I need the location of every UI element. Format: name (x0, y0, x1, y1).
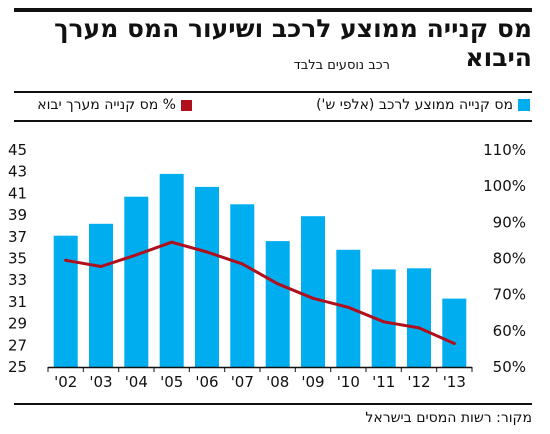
x-tick-label-9: '11 (372, 373, 395, 391)
line-point-8 (346, 305, 350, 309)
y-right-tick-5: 100% (483, 177, 526, 195)
x-tick-label-3: '05 (160, 373, 183, 391)
bar-7 (301, 216, 325, 367)
y-left-tick-0: 25 (8, 358, 27, 376)
bar-6 (265, 241, 290, 367)
bar-1 (89, 223, 113, 367)
source-note: מקור: רשות המסים בישראל (365, 410, 532, 426)
legend-bottom-rule (14, 120, 532, 122)
x-tick-label-1: '03 (89, 373, 112, 391)
y-left-tick-4: 33 (8, 271, 27, 289)
line-point-0 (64, 258, 68, 262)
y-left-tick-5: 35 (8, 250, 27, 268)
chart-subtitle: רכב נוסעים בלבד (293, 58, 390, 73)
x-tick-label-4: '06 (195, 373, 218, 391)
bar-2 (124, 196, 149, 367)
bar-5 (230, 204, 255, 368)
y-left-tick-1: 27 (8, 336, 27, 354)
y-right-tick-4: 90% (493, 213, 526, 231)
y-right-tick-0: 50% (493, 358, 526, 376)
y-right-tick-3: 80% (493, 250, 526, 268)
legend-bar-label: מס קנייה ממוצע לרכב (אלפי ש') (316, 97, 513, 113)
chart-title: מס קנייה ממוצע לרכב ושיעור המס מערך היבו… (54, 14, 532, 72)
legend-line-series: % מס קנייה מערך יבוא (37, 97, 192, 113)
line-point-11 (452, 342, 456, 345)
x-tick-label-0: '02 (54, 373, 77, 391)
legend-line-label: % מס קנייה מערך יבוא (37, 97, 176, 113)
y-left-tick-7: 39 (8, 206, 27, 224)
bar-0 (53, 235, 78, 367)
y-right-tick-1: 60% (493, 322, 526, 340)
y-left-tick-6: 37 (8, 228, 27, 246)
source-top-rule (14, 403, 532, 405)
line-point-4 (205, 250, 209, 254)
legend-line-swatch (181, 99, 192, 111)
legend-bar-swatch (518, 99, 530, 111)
y-left-tick-10: 45 (8, 141, 27, 159)
x-tick-label-8: '10 (337, 373, 360, 391)
x-tick-label-6: '08 (266, 373, 289, 391)
y-left-tick-9: 43 (8, 163, 27, 181)
y-left-tick-2: 29 (8, 315, 27, 333)
y-right-tick-6: 110% (483, 141, 526, 159)
line-point-5 (240, 262, 244, 266)
y-right-tick-2: 70% (493, 286, 526, 304)
y-left-tick-3: 31 (8, 293, 27, 311)
bar-3 (159, 173, 184, 367)
x-tick-label-11: '13 (443, 373, 466, 391)
line-point-3 (170, 240, 174, 244)
line-point-2 (134, 253, 138, 257)
line-series (64, 240, 456, 345)
bar-4 (195, 186, 219, 367)
legend-top-rule (14, 91, 532, 93)
x-tick-label-7: '09 (301, 373, 324, 391)
chart-legend: מס קנייה ממוצע לרכב (אלפי ש') % מס קנייה… (14, 94, 532, 118)
y-left-tick-8: 41 (8, 184, 27, 202)
x-tick-label-10: '12 (407, 373, 430, 391)
line-point-6 (276, 282, 280, 286)
x-tick-label-2: '04 (125, 373, 148, 391)
x-tick-label-5: '07 (231, 373, 254, 391)
line-point-7 (311, 296, 315, 300)
line-point-1 (99, 265, 103, 268)
bar-11 (442, 298, 467, 367)
bar-10 (407, 268, 431, 367)
legend-bar-series: מס קנייה ממוצע לרכב (אלפי ש') (316, 97, 530, 113)
title-top-rule (14, 8, 532, 12)
line-point-9 (382, 320, 386, 324)
line-point-10 (417, 326, 421, 330)
